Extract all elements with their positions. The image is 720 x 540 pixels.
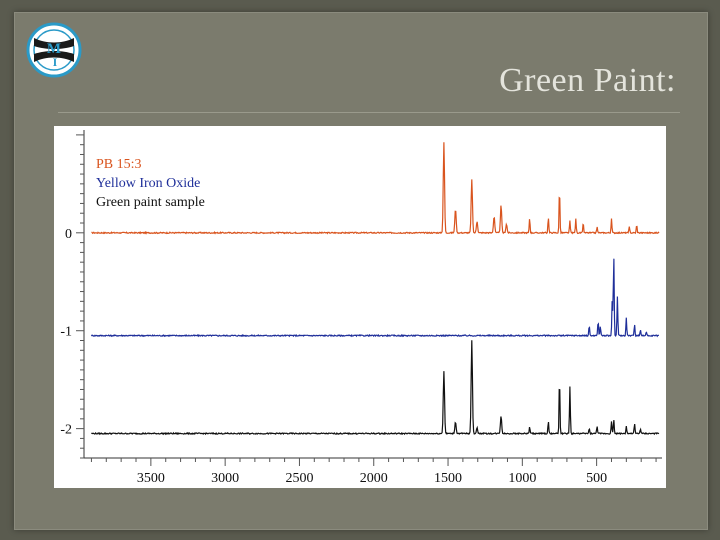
x-tick-label: 2500 (285, 471, 313, 486)
chart-panel: 0 -1 -2 3500 3000 2500 2000 1500 1000 500 PB 15:3… (54, 126, 666, 488)
series-layer (90, 142, 660, 436)
logo-letter-i: I (53, 55, 58, 69)
legend-entry: Yellow Iron Oxide (96, 176, 200, 191)
x-tick-label: 500 (586, 471, 607, 486)
chart-legend: PB 15:3 Yellow Iron Oxide Green paint samp… (96, 157, 205, 210)
x-tick-label: 3000 (211, 471, 239, 486)
series-line (90, 258, 659, 338)
x-tick-label: 1500 (434, 471, 462, 486)
x-tick-label: 2000 (360, 471, 388, 486)
x-tick-label: 1000 (508, 471, 536, 486)
series-line (91, 142, 660, 235)
y-tick-label: 0 (65, 227, 72, 242)
slide-title: Green Paint: (499, 62, 676, 99)
y-tick-label: -2 (60, 423, 72, 438)
institution-logo: M I (26, 22, 82, 78)
raman-spectra-chart: 0 -1 -2 3500 3000 2500 2000 1500 1000 500 PB 15:3… (60, 130, 662, 486)
x-tick-label: 3500 (137, 471, 165, 486)
series-line (91, 340, 660, 436)
title-divider (58, 112, 680, 113)
y-tick-label: -1 (60, 325, 72, 340)
legend-entry: Green paint sample (96, 195, 205, 210)
chart-axes: 0 -1 -2 3500 3000 2500 2000 1500 1000 500 (60, 130, 662, 486)
legend-entry: PB 15:3 (96, 157, 142, 172)
logo-letter-m: M (47, 41, 61, 57)
